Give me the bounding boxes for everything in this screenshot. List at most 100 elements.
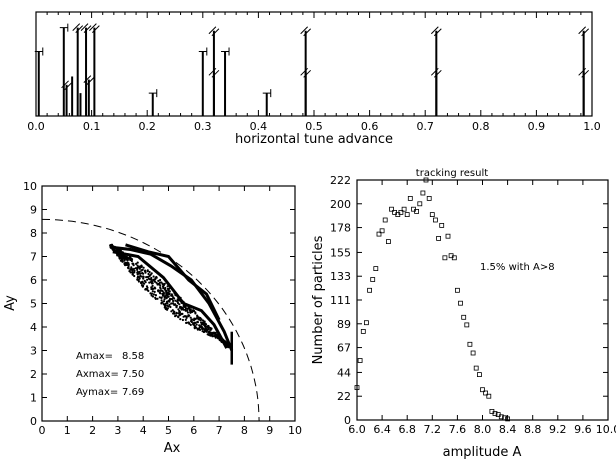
amp-point [137,272,140,275]
amp-point [130,258,134,261]
amp-point [197,317,200,320]
amp-point [140,269,143,272]
amp-point [142,266,145,269]
amp-annotations: Amax= 8.58 Axmax= 7.50 Aymax= 7.69 [76,351,144,398]
amp-point [205,328,208,331]
amp-point [124,264,127,267]
amp-point [196,328,199,331]
track-x-tick-label: 6.8 [398,423,416,436]
track-x-tick-label: 9.2 [549,423,567,436]
amp-point [159,278,162,282]
amp-point [209,328,212,331]
amp-point [201,319,205,322]
amp-point [203,329,206,332]
track-point [436,235,442,241]
tune-bracket-marker [34,47,44,56]
tune-slash-marker [208,26,220,37]
amp-point [201,328,204,331]
tune-slash-marker [578,26,590,37]
amp-point [158,283,161,286]
tune-line [300,67,312,116]
amp-x-tick-label: 1 [64,424,71,437]
tune-line [148,89,158,116]
amp-point [169,305,172,309]
axmax-value: 7.50 [122,369,144,380]
amp-point [124,261,127,265]
track-point [483,390,489,396]
tune-tick-label: 0.3 [194,120,212,133]
amp-point [136,261,139,264]
tune-line [430,67,442,116]
track-point [376,231,382,237]
amp-point [144,281,147,284]
amp-point [130,266,133,269]
track-y-tick-label: 111 [330,294,351,307]
amp-point [152,275,155,278]
amp-point [171,298,174,301]
amp-point [176,300,179,303]
amp-point [194,318,197,321]
track-annotation: 1.5% with A>8 [480,262,555,273]
track-x-tick-label: 8.0 [474,423,492,436]
amp-point [190,318,194,321]
amp-point [175,314,178,317]
track-x-tick-label: 8.8 [524,423,542,436]
amp-point [150,282,153,285]
amp-y-tick-label: 9 [30,204,37,217]
amp-point [203,324,206,327]
amp-point [163,305,167,308]
track-y-tick-label: 133 [330,270,351,283]
amp-point [185,321,188,324]
track-point [367,287,373,293]
amp-point [160,299,163,302]
amp-x-tick-label: 8 [241,424,248,437]
amp-point [195,323,198,326]
amp-point [151,295,155,298]
amp-point [188,314,191,317]
amp-point [165,292,168,295]
amp-point [158,291,161,294]
track-point [476,372,482,378]
amp-point [154,287,157,290]
amp-point [179,313,182,316]
amp-y-tick-label: 4 [30,321,37,334]
track-ticks: 6.0 6.4 6.8 7.2 7.6 8.0 8.4 8.8 9.2 9.6 10.0 0 22 44 6… [330,174,616,436]
amp-point [192,309,195,312]
tune-line [89,23,100,116]
amp-x-tick-label: 10 [288,424,302,437]
amp-point [167,295,170,298]
amp-point [173,303,176,306]
amp-point [151,284,154,287]
tune-bracket-marker [262,89,272,98]
tune-tick-label: 0.6 [361,120,379,133]
amplitude-panel: 0 1 2 3 4 5 6 7 8 9 10 0 1 2 3 4 5 6 7 8 9 10 Ax Ay Amax= 8.5… [3,180,302,456]
tune-tick-label: 0.7 [416,120,434,133]
amp-point [159,286,162,289]
track-point [454,287,460,293]
track-frame [356,179,609,421]
track-x-tick-label: 9.6 [574,423,592,436]
amp-point [181,312,184,315]
amp-point [185,309,189,312]
amp-point [123,257,126,260]
amp-point [137,278,140,282]
amp-ticks: 0 1 2 3 4 5 6 7 8 9 10 0 1 2 3 4 5 6 7 8 9 10 [23,180,302,437]
amp-point [189,316,192,319]
amp-point [145,276,148,279]
axmax-label: Axmax= [76,369,119,380]
amp-point [119,256,122,260]
tune-line [83,75,95,116]
amp-point [200,326,203,329]
amp-y-tick-label: 7 [30,251,37,264]
amp-dense-track [125,243,221,321]
amp-x-tick-label: 5 [165,424,172,437]
amp-point [119,249,123,253]
amp-x-tick-label: 3 [114,424,121,437]
amax-value: 8.58 [122,351,144,362]
track-point [461,314,467,320]
amp-point [178,309,181,313]
amp-point [140,275,143,278]
amp-point [172,302,175,305]
amp-point [189,323,192,326]
